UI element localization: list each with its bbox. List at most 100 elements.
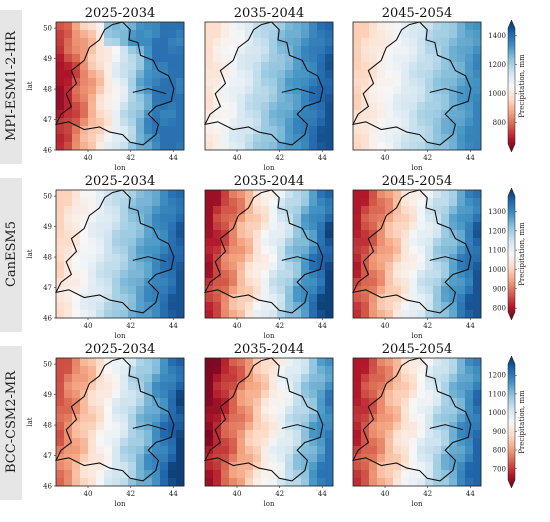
panel-frame <box>55 189 185 319</box>
heatmap-cell <box>128 62 137 71</box>
heatmap-cell <box>136 70 145 79</box>
heatmap-cell <box>441 22 450 31</box>
heatmap-cell <box>72 214 81 223</box>
colorbar-tick-label: 900 <box>493 428 506 436</box>
heatmap-cell <box>433 38 442 47</box>
heatmap-cell <box>269 422 278 431</box>
heatmap-cell <box>229 46 238 55</box>
heatmap-cell <box>168 70 177 79</box>
heatmap-cell <box>369 454 378 463</box>
heatmap-cell <box>221 38 230 47</box>
heatmap-cell <box>301 406 310 415</box>
heatmap-cell <box>245 454 254 463</box>
heatmap-cell <box>64 246 73 255</box>
heatmap-cell <box>64 310 73 319</box>
heatmap-cell <box>433 126 442 135</box>
heatmap-cell <box>377 230 386 239</box>
heatmap-cell <box>385 358 394 367</box>
heatmap-cell <box>72 422 81 431</box>
heatmap-cell <box>104 374 113 383</box>
heatmap-cell <box>64 414 73 423</box>
heatmap-cell <box>112 246 121 255</box>
heatmap-cell <box>457 470 466 479</box>
heatmap-cell <box>176 94 185 103</box>
heatmap-cell <box>229 278 238 287</box>
heatmap-cell <box>104 390 113 399</box>
heatmap-cell <box>293 206 302 215</box>
heatmap-cell <box>353 30 362 39</box>
heatmap-cell <box>112 206 121 215</box>
heatmap-cell <box>325 62 334 71</box>
heatmap-cell <box>473 38 482 47</box>
heatmap-cell <box>253 22 262 31</box>
heatmap-cell <box>237 390 246 399</box>
heatmap-cell <box>309 406 318 415</box>
heatmap-cell <box>229 78 238 87</box>
heatmap-cell <box>112 142 121 151</box>
heatmap-cell <box>88 30 97 39</box>
heatmap-cell <box>88 262 97 271</box>
heatmap-cell <box>245 94 254 103</box>
heatmap-cell <box>152 254 161 263</box>
heatmap-cell <box>88 470 97 479</box>
heatmap-cell <box>152 198 161 207</box>
heatmap-cell <box>88 190 97 199</box>
heatmap-cell <box>269 62 278 71</box>
heatmap-cell <box>96 366 105 375</box>
heatmap-cell <box>112 126 121 135</box>
heatmap-cell <box>245 430 254 439</box>
heatmap-cell <box>72 294 81 303</box>
heatmap-cell <box>293 422 302 431</box>
heatmap-cell <box>221 142 230 151</box>
heatmap-cell <box>433 102 442 111</box>
heatmap-cell <box>309 70 318 79</box>
heatmap-cell <box>144 478 153 487</box>
heatmap-cell <box>401 126 410 135</box>
heatmap-cell <box>96 110 105 119</box>
heatmap-cell <box>457 54 466 63</box>
heatmap-cell <box>277 86 286 95</box>
heatmap-cell <box>253 438 262 447</box>
heatmap-cell <box>237 254 246 263</box>
heatmap-cell <box>317 134 326 143</box>
heatmap-cell <box>441 454 450 463</box>
heatmap-cell <box>120 446 129 455</box>
heatmap-cell <box>401 86 410 95</box>
heatmap-cell <box>237 102 246 111</box>
heatmap-cell <box>221 422 230 431</box>
heatmap-cell <box>325 190 334 199</box>
heatmap-cell <box>213 86 222 95</box>
heatmap-cell <box>309 398 318 407</box>
heatmap-cell <box>253 102 262 111</box>
panel-title: 2035-2044 <box>234 342 305 357</box>
heatmap-cell <box>369 310 378 319</box>
heatmap-cell <box>393 414 402 423</box>
heatmap-cell <box>80 190 89 199</box>
heatmap-cell <box>425 286 434 295</box>
heatmap-cell <box>309 30 318 39</box>
heatmap-cell <box>152 110 161 119</box>
heatmap-cell <box>325 462 334 471</box>
heatmap-cell <box>301 198 310 207</box>
heatmap-cell <box>56 270 65 279</box>
heatmap-cell <box>120 62 129 71</box>
heatmap-cell <box>293 198 302 207</box>
heatmap-cell <box>377 382 386 391</box>
heatmap-cell <box>393 54 402 63</box>
heatmap-cell <box>277 278 286 287</box>
heatmap-cell <box>229 478 238 487</box>
heatmap-cell <box>245 302 254 311</box>
heatmap-cell <box>160 374 169 383</box>
heatmap-cell <box>72 110 81 119</box>
heatmap-cell <box>245 222 254 231</box>
heatmap-cell <box>417 462 426 471</box>
heatmap-cell <box>385 62 394 71</box>
heatmap-cell <box>245 246 254 255</box>
heatmap-cell <box>152 390 161 399</box>
heatmap-cell <box>80 38 89 47</box>
heatmap-cell <box>104 382 113 391</box>
heatmap-cell <box>72 254 81 263</box>
heatmap-cell <box>385 94 394 103</box>
heatmap-cell <box>245 22 254 31</box>
